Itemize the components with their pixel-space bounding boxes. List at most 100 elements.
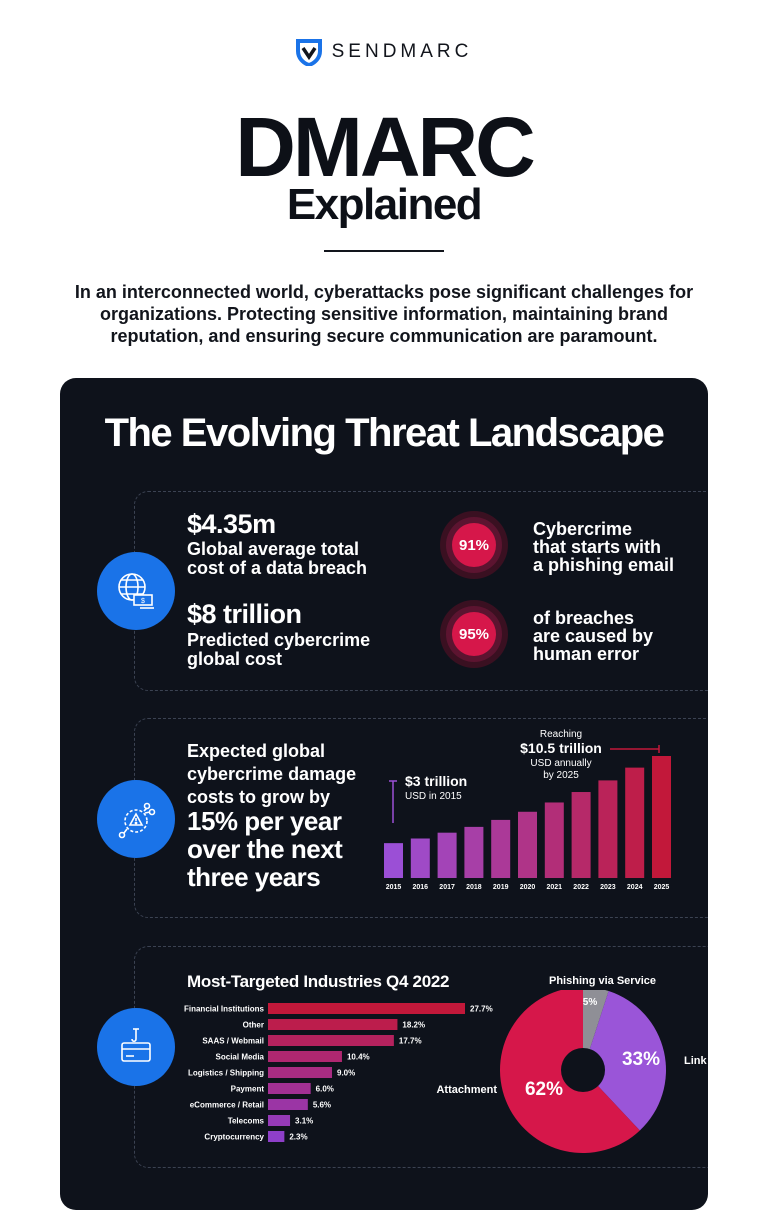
pie-value-service: 5%: [583, 997, 598, 1008]
growth-year-label: 2023: [600, 884, 616, 891]
industry-bar: [268, 1035, 394, 1046]
shield-logo-icon: [295, 39, 322, 66]
growth-bar: [464, 826, 484, 878]
brand-name: SENDMARC: [331, 41, 473, 62]
cybercrime-cost-label-1: Predicted cybercrime: [187, 630, 371, 650]
industry-label: Payment: [231, 1085, 265, 1094]
growth-bar: [598, 780, 618, 878]
end-note-2: by 2025: [543, 770, 579, 781]
industry-bar: [268, 1083, 311, 1094]
breach-cost-label-1: Global average total: [187, 539, 360, 559]
growth-bar: [437, 832, 457, 878]
growth-big-2: over the next: [187, 834, 343, 864]
phishing-text-1: Cybercrime: [533, 519, 633, 539]
intro-text: In an interconnected world, cyberattacks…: [74, 282, 694, 346]
industry-label: Cryptocurrency: [204, 1133, 264, 1142]
pie-slice-link: [583, 991, 666, 1131]
phishing-text-3: a phishing email: [533, 555, 675, 575]
growth-bar: [625, 767, 645, 878]
industry-value: 3.1%: [295, 1117, 313, 1126]
growth-year-label: 2016: [413, 884, 429, 891]
divider: [324, 250, 444, 252]
end-value: $10.5 trillion: [520, 740, 602, 756]
growth-text-2: cybercrime damage: [187, 764, 357, 784]
industry-bar: [268, 1131, 285, 1142]
industry-label: Logistics / Shipping: [188, 1069, 264, 1078]
growth-year-label: 2018: [466, 884, 482, 891]
industry-bar: [268, 1003, 465, 1014]
panel-title: The Evolving Threat Landscape: [104, 411, 665, 455]
pie-value-link: 33%: [622, 1049, 660, 1070]
industry-value: 6.0%: [316, 1085, 334, 1094]
growth-year-label: 2017: [439, 884, 455, 891]
growth-year-label: 2022: [573, 884, 589, 891]
start-value: $3 trillion: [405, 773, 467, 789]
human-error-percent: 95%: [458, 626, 490, 643]
human-error-text-2: are caused by: [533, 626, 654, 646]
growth-year-label: 2019: [493, 884, 509, 891]
warning-network-icon: [97, 780, 175, 858]
globe-money-icon: $: [97, 552, 175, 630]
industry-bar: [268, 1067, 333, 1078]
industries-title: Most-Targeted Industries Q4 2022: [187, 972, 450, 991]
cybercrime-cost-label-2: global cost: [187, 649, 283, 669]
pie-title: Phishing via Service: [549, 975, 656, 987]
breach-cost-label-2: cost of a data breach: [187, 558, 368, 578]
growth-year-label: 2025: [654, 884, 670, 891]
growth-bar: [544, 802, 564, 878]
page-title: DMARC: [235, 100, 536, 194]
human-error-text-3: human error: [533, 644, 640, 664]
growth-year-label: 2024: [627, 884, 643, 891]
industry-value: 5.6%: [313, 1101, 331, 1110]
phishing-text-2: that starts with: [533, 537, 662, 557]
start-note: USD in 2015: [405, 791, 462, 802]
growth-bar-chart: 2015 2016 2017 2018 2019 2020 2021 2022 2023 2024…: [384, 729, 671, 891]
page-subtitle: Explained: [286, 180, 483, 229]
industry-label: SAAS / Webmail: [202, 1037, 264, 1046]
pie-value-attachment: 62%: [525, 1079, 563, 1100]
industry-value: 10.4%: [347, 1053, 370, 1062]
industry-value: 18.2%: [402, 1021, 425, 1030]
breach-cost-value: $4.35m: [187, 509, 276, 539]
growth-bar: [571, 792, 591, 878]
growth-year-label: 2021: [547, 884, 563, 891]
pie-hole: [561, 1048, 605, 1092]
human-error-text-1: of breaches: [533, 608, 635, 628]
industry-bar: [268, 1019, 398, 1030]
cybercrime-cost-value: $8 trillion: [187, 599, 302, 629]
industry-value: 27.7%: [470, 1005, 493, 1014]
phishing-percent: 91%: [458, 537, 490, 554]
growth-bar: [652, 756, 671, 878]
phishing-donut: [440, 511, 508, 579]
industry-bar: [268, 1115, 291, 1126]
phishing-pie-chart: 5% 33% 62% Link Attachment: [436, 990, 707, 1153]
industry-bar: [268, 1051, 342, 1062]
industry-label: Telecoms: [228, 1117, 265, 1126]
growth-year-label: 2020: [520, 884, 536, 891]
industry-label: Financial Institutions: [184, 1005, 265, 1014]
growth-text-3: costs to grow by: [187, 787, 331, 807]
industry-value: 17.7%: [399, 1037, 422, 1046]
growth-year-label: 2015: [386, 884, 402, 891]
end-note-1: USD annually: [530, 758, 591, 769]
industry-bar: [268, 1099, 308, 1110]
industry-value: 2.3%: [289, 1133, 307, 1142]
threat-panel: The Evolving Threat Landscape $ $4.35m G…: [60, 378, 708, 1210]
growth-bar: [410, 838, 430, 878]
industry-value: 9.0%: [337, 1069, 355, 1078]
end-prefix: Reaching: [540, 729, 582, 740]
growth-bar: [384, 843, 403, 878]
brand-logo: SENDMARC: [0, 38, 768, 66]
pie-label-link: Link: [684, 1055, 707, 1067]
growth-text-1: Expected global: [187, 741, 326, 761]
svg-text:$: $: [141, 598, 145, 605]
growth-bar: [491, 819, 511, 878]
growth-bar: [518, 811, 537, 878]
industry-label: eCommerce / Retail: [190, 1101, 264, 1110]
industries-bar-chart: Financial Institutions 27.7% Other 18.2% SAA…: [184, 1003, 493, 1142]
industry-label: Other: [243, 1021, 264, 1030]
pie-label-attachment: Attachment: [436, 1084, 497, 1096]
card-phishing-icon: [97, 1008, 175, 1086]
growth-big-1: 15% per year: [187, 806, 342, 836]
industry-label: Social Media: [216, 1053, 265, 1062]
